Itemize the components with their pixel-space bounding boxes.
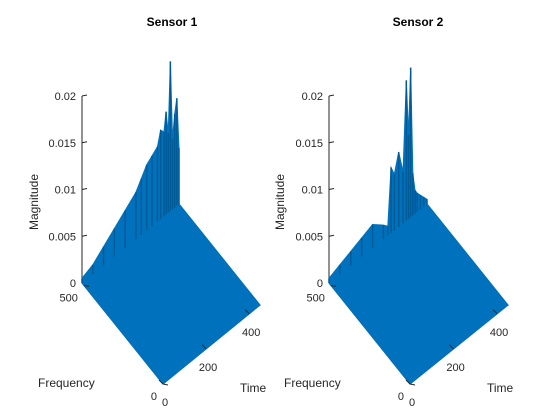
y-tick-label: 500 — [60, 292, 78, 304]
x-tick-label: 0 — [162, 397, 168, 409]
z-tick-label: 0.005 — [48, 231, 76, 243]
y-tick-label: 500 — [307, 292, 325, 304]
x-axis-label: Time — [487, 381, 514, 395]
z-tick-mark — [81, 188, 88, 190]
x-tick-mark — [492, 309, 498, 315]
z-tick-label: 0.01 — [302, 185, 323, 197]
panel-2: Sensor 2 0 0.005 0.01 0.015 0.02 Magnitude 0 500… — [273, 15, 514, 409]
z-tick-mark — [328, 234, 335, 237]
y-tick-label: 0 — [398, 391, 404, 403]
x-tick-label: 200 — [199, 362, 217, 374]
z-tick-label: 0.02 — [55, 91, 76, 103]
x-tick-mark — [158, 379, 164, 385]
magnitude-surface — [328, 67, 510, 306]
x-tick-label: 0 — [409, 397, 415, 409]
x-tick-label: 400 — [490, 327, 508, 339]
x-tick-mark — [405, 379, 411, 385]
z-tick-label: 0.015 — [295, 138, 323, 150]
y-tick-label: 0 — [151, 391, 157, 403]
y-tick-mark — [330, 284, 336, 287]
y-axis-label: Frequency — [284, 376, 341, 390]
z-tick-label: 0 — [317, 278, 323, 290]
z-tick-mark — [81, 234, 88, 237]
x-tick-mark — [201, 344, 207, 350]
z-tick-label: 0.005 — [295, 231, 323, 243]
y-tick-mark — [83, 284, 89, 287]
z-tick-label: 0.015 — [48, 138, 76, 150]
z-axis-label: Magnitude — [27, 174, 41, 230]
z-axis-label: Magnitude — [273, 174, 287, 230]
x-axis-label: Time — [240, 381, 267, 395]
z-tick-mark — [328, 94, 335, 97]
panel-1: Sensor 1 0 0.005 0.01 0.015 0.02 Magnitude 0 500… — [27, 15, 267, 409]
z-tick-mark — [328, 141, 335, 144]
z-tick-mark — [328, 188, 335, 190]
chart-title: Sensor 2 — [393, 15, 444, 29]
z-tick-mark — [81, 94, 88, 97]
x-tick-label: 200 — [446, 362, 464, 374]
z-tick-mark — [81, 141, 88, 144]
x-tick-mark — [449, 344, 454, 350]
chart-title: Sensor 1 — [147, 15, 198, 29]
y-tick-mark — [409, 383, 416, 386]
z-tick-label: 0 — [70, 278, 76, 290]
x-tick-mark — [244, 309, 250, 315]
x-tick-label: 400 — [242, 327, 260, 339]
y-tick-mark — [162, 383, 169, 386]
y-axis-label: Frequency — [38, 376, 95, 390]
z-tick-label: 0.01 — [55, 185, 76, 197]
z-tick-label: 0.02 — [302, 91, 323, 103]
